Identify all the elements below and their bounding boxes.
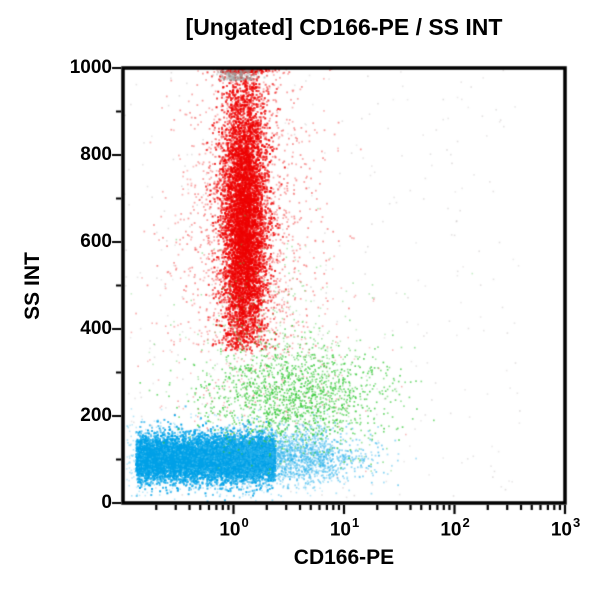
y-tick-label-400: 400 <box>80 318 112 339</box>
y-tick-label-600: 600 <box>80 231 112 252</box>
y-axis-label: SS INT <box>21 252 44 320</box>
x-tick-label-1e0: 100 <box>219 515 249 541</box>
y-tick-label-800: 800 <box>80 144 112 165</box>
chart-title: [Ungated] CD166-PE / SS INT <box>185 14 503 40</box>
y-tick-label-1000: 1000 <box>69 57 112 78</box>
y-tick-label-200: 200 <box>80 405 112 426</box>
y-tick-label-0: 0 <box>101 492 112 513</box>
x-tick-label-1e3: 103 <box>550 515 581 541</box>
x-tick-label-1e2: 102 <box>440 515 470 541</box>
x-axis-label: CD166-PE <box>293 546 395 569</box>
x-tick-label-1e1: 101 <box>329 515 360 541</box>
